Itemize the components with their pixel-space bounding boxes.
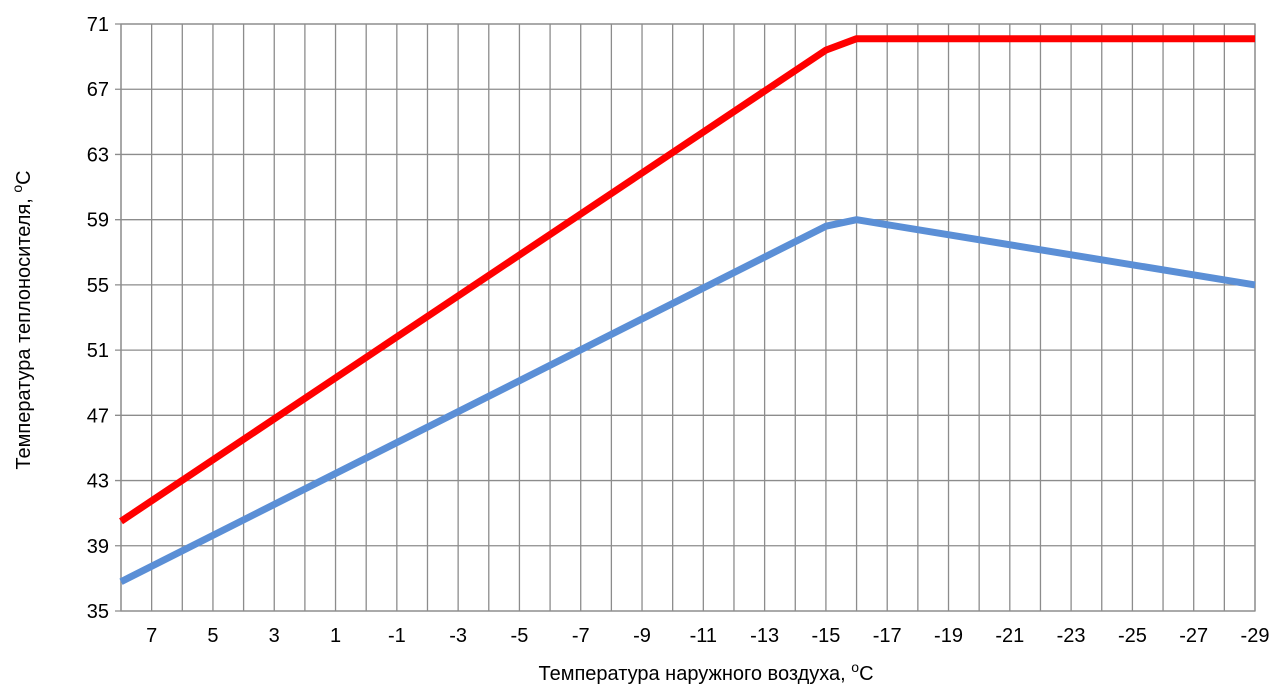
y-tick-label: 71 <box>87 14 109 36</box>
x-tick-label: 7 <box>146 625 157 647</box>
x-tick-label: -9 <box>633 625 651 647</box>
y-tick-label: 63 <box>87 144 109 166</box>
x-axis-title: Температура наружного воздуха, оС <box>538 659 873 685</box>
y-tick-label: 43 <box>87 471 109 493</box>
x-tick-label: -29 <box>1241 625 1270 647</box>
y-tick-label: 59 <box>87 210 109 232</box>
x-tick-label: -1 <box>388 625 406 647</box>
x-tick-label: -3 <box>449 625 467 647</box>
y-tick-label: 39 <box>87 536 109 558</box>
y-axis-title: Температура теплоносителя, оС <box>9 170 35 469</box>
x-tick-label: -23 <box>1057 625 1086 647</box>
y-tick-label: 51 <box>87 340 109 362</box>
y-tick-label: 35 <box>87 601 109 623</box>
x-tick-label: -7 <box>572 625 590 647</box>
series-layer <box>119 35 1256 585</box>
x-tick-label: -19 <box>934 625 963 647</box>
x-tick-label: -21 <box>995 625 1024 647</box>
y-tick-label: 47 <box>87 405 109 427</box>
y-tick-label: 55 <box>87 275 109 297</box>
x-axis-ticks: 7 5 3 1 -1 -3 -5 -7 -9 -11 -13 -15 -17 -19 -21 -23 -25 -2… <box>146 625 1269 647</box>
x-tick-label: -27 <box>1179 625 1208 647</box>
x-tick-label: 3 <box>269 625 280 647</box>
grid <box>115 23 1256 612</box>
x-tick-label: -13 <box>750 625 779 647</box>
series-line-2 <box>119 216 1256 585</box>
x-tick-label: 1 <box>330 625 341 647</box>
x-tick-label: 5 <box>207 625 218 647</box>
x-tick-label: -11 <box>690 625 717 647</box>
x-tick-label: -5 <box>511 625 529 647</box>
plot-area-border <box>120 23 1256 612</box>
y-axis-ticks: 35 39 43 47 51 55 59 63 67 71 <box>87 14 109 623</box>
x-tick-label: -17 <box>873 625 902 647</box>
series-line-1 <box>119 35 1255 525</box>
y-tick-label: 67 <box>87 79 109 101</box>
x-tick-label: -25 <box>1118 625 1147 647</box>
x-tick-label: -15 <box>811 625 840 647</box>
